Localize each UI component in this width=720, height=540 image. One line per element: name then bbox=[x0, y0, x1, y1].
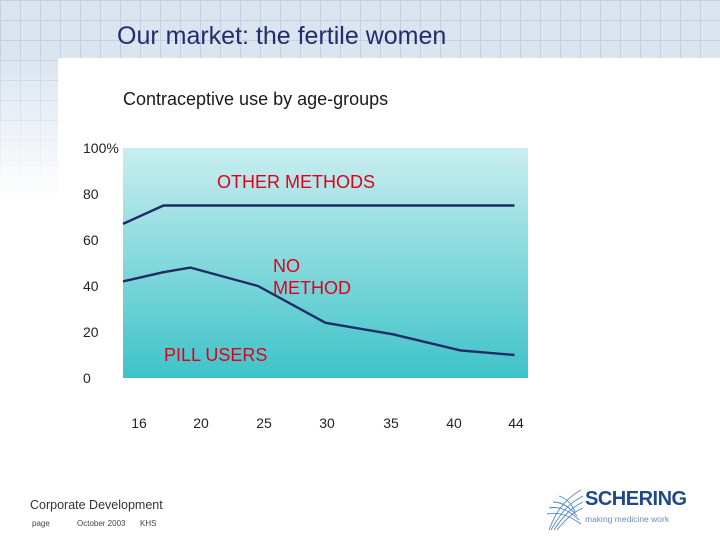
logo-wordmark: SCHERING bbox=[585, 488, 687, 510]
plot-area bbox=[123, 148, 528, 378]
footer-department: Corporate Development bbox=[30, 498, 163, 512]
y-tick-label: 20 bbox=[83, 324, 99, 340]
y-tick-label: 80 bbox=[83, 186, 99, 202]
y-tick-label: 0 bbox=[83, 370, 91, 386]
y-tick-label: 100% bbox=[83, 140, 119, 156]
y-tick-label: 60 bbox=[83, 232, 99, 248]
series-line-pill-users bbox=[122, 266, 515, 357]
footer-date: October 2003 bbox=[77, 519, 126, 528]
footer-initials: KHS bbox=[140, 519, 157, 528]
footer-page-label: page bbox=[32, 519, 50, 528]
x-tick-label: 25 bbox=[256, 415, 272, 431]
logo-mesh-icon bbox=[546, 489, 584, 531]
slide-title: Our market: the fertile women bbox=[117, 22, 447, 50]
x-tick-label: 16 bbox=[131, 415, 147, 431]
chart-title: Contraceptive use by age-groups bbox=[123, 89, 389, 109]
region-label-no-method: NO METHOD bbox=[273, 256, 351, 298]
series-line-no-method bbox=[122, 204, 515, 225]
x-tick-label: 30 bbox=[319, 415, 335, 431]
x-tick-label: 35 bbox=[383, 415, 399, 431]
logo-tagline: making medicine work bbox=[585, 514, 670, 524]
x-tick-label: 44 bbox=[508, 415, 524, 431]
y-tick-label: 40 bbox=[83, 278, 99, 294]
x-tick-label: 20 bbox=[193, 415, 209, 431]
x-tick-label: 40 bbox=[446, 415, 462, 431]
region-label-other-methods: OTHER METHODS bbox=[217, 172, 375, 192]
schering-logo: SCHERING making medicine work bbox=[545, 484, 695, 534]
region-label-pill-users: PILL USERS bbox=[164, 345, 267, 365]
